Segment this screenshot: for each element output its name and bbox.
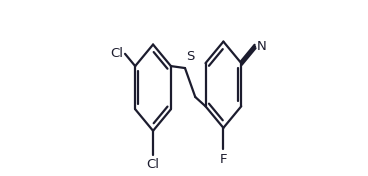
Text: F: F <box>220 153 227 166</box>
Text: N: N <box>257 40 267 53</box>
Text: S: S <box>186 50 194 63</box>
Text: Cl: Cl <box>146 158 160 171</box>
Text: Cl: Cl <box>111 47 124 60</box>
